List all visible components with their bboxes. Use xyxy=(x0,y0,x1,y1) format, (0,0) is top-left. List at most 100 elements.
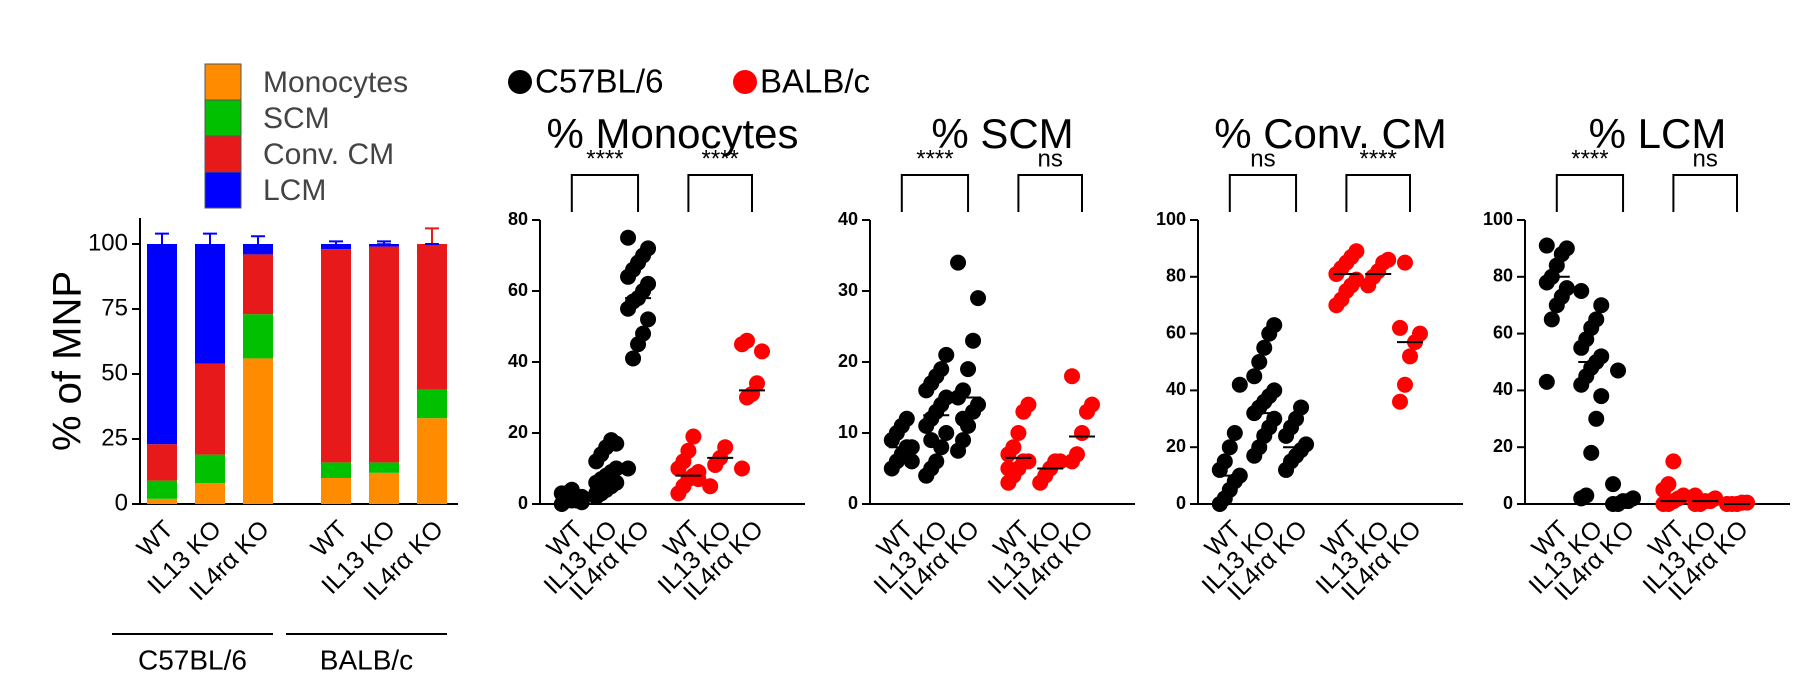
y-tick-label: 60 xyxy=(508,280,528,300)
data-point xyxy=(717,439,734,456)
data-point xyxy=(640,240,657,257)
bar-segment xyxy=(369,472,399,504)
y-axis-label: % of MNP xyxy=(46,271,90,451)
data-point xyxy=(1593,348,1610,365)
data-point xyxy=(1005,439,1022,456)
y-tick-label: 0 xyxy=(1503,493,1513,513)
data-point xyxy=(625,350,642,367)
data-point xyxy=(1226,425,1243,441)
data-point xyxy=(1256,339,1273,356)
y-tick-label: 25 xyxy=(101,424,128,451)
data-point xyxy=(1298,436,1315,453)
data-point xyxy=(1069,446,1085,463)
data-point xyxy=(1397,376,1413,393)
error-bar xyxy=(203,232,217,244)
data-point xyxy=(1675,487,1692,504)
data-point xyxy=(1392,319,1408,336)
data-point xyxy=(1593,297,1610,314)
legend-label: BALB/c xyxy=(760,63,870,100)
y-tick-label: 100 xyxy=(88,229,128,256)
data-point xyxy=(1246,368,1263,385)
significance-label: **** xyxy=(1571,145,1608,172)
data-point xyxy=(1660,476,1677,493)
data-point xyxy=(1588,311,1605,328)
data-point xyxy=(970,290,987,307)
data-point xyxy=(1538,373,1555,390)
legend-swatch xyxy=(204,135,242,173)
y-tick-label: 20 xyxy=(1166,436,1186,456)
significance-label: ns xyxy=(1693,145,1718,172)
significance-bracket xyxy=(900,174,970,212)
y-tick-label: 40 xyxy=(838,209,858,229)
bar-segment xyxy=(147,480,177,499)
bar-segment xyxy=(147,444,177,481)
data-point xyxy=(1231,376,1248,393)
data-point xyxy=(702,478,719,495)
data-point xyxy=(749,375,765,392)
y-tick-label: 0 xyxy=(1176,493,1186,513)
significance-bracket xyxy=(1345,174,1411,212)
data-point xyxy=(608,460,625,477)
bar-segment xyxy=(369,462,399,473)
data-point xyxy=(918,467,935,484)
data-point xyxy=(1593,388,1610,405)
error-bar xyxy=(155,232,169,244)
chart-title: % SCM xyxy=(931,110,1073,157)
bar-segment xyxy=(147,244,177,445)
bar-segment xyxy=(243,314,273,359)
data-point xyxy=(1251,354,1268,370)
data-point xyxy=(950,254,967,271)
data-point xyxy=(1266,382,1283,399)
bar-segment xyxy=(321,249,351,463)
y-tick-label: 100 xyxy=(1156,209,1186,229)
data-point xyxy=(739,332,755,349)
data-point xyxy=(635,325,652,342)
y-tick-label: 80 xyxy=(1166,266,1186,286)
data-point xyxy=(938,389,955,406)
y-tick-label: 0 xyxy=(518,493,528,513)
data-point xyxy=(1538,237,1555,254)
data-point xyxy=(1412,325,1428,342)
significance-bracket xyxy=(1017,174,1083,212)
bar-segment xyxy=(147,498,177,504)
data-point xyxy=(1020,396,1037,413)
bar-segment xyxy=(195,244,225,364)
data-point xyxy=(1293,399,1310,416)
data-point xyxy=(970,396,987,413)
data-point xyxy=(1610,362,1627,379)
data-point xyxy=(680,442,697,459)
y-tick-label: 40 xyxy=(1493,379,1513,399)
data-point xyxy=(1084,396,1100,413)
legend-marker xyxy=(508,70,532,94)
data-point xyxy=(923,432,940,449)
data-point xyxy=(1266,317,1283,334)
data-point xyxy=(573,494,590,511)
significance-bracket xyxy=(1672,174,1738,212)
y-tick-label: 100 xyxy=(1483,209,1513,229)
legend-marker xyxy=(733,70,757,94)
significance-bracket xyxy=(570,174,640,212)
bar-segment xyxy=(243,244,273,255)
significance-label: ns xyxy=(1250,145,1275,172)
significance-bracket xyxy=(1228,174,1298,212)
significance-label: ns xyxy=(1038,145,1063,172)
y-tick-label: 40 xyxy=(508,351,528,371)
data-point xyxy=(1402,348,1418,365)
data-point xyxy=(1543,311,1560,328)
bar-segment xyxy=(243,358,273,504)
data-point xyxy=(903,453,920,470)
significance-bracket xyxy=(1555,174,1625,212)
error-bar xyxy=(251,235,265,244)
y-tick-label: 20 xyxy=(1493,436,1513,456)
y-tick-label: 80 xyxy=(1493,266,1513,286)
data-point xyxy=(933,361,950,378)
data-point xyxy=(1687,487,1704,504)
data-point xyxy=(1052,453,1069,470)
data-point xyxy=(965,332,982,349)
significance-bracket xyxy=(687,174,753,212)
data-point xyxy=(955,410,972,427)
data-point xyxy=(1739,494,1755,511)
significance-label: **** xyxy=(1360,145,1397,172)
data-point xyxy=(640,311,657,328)
